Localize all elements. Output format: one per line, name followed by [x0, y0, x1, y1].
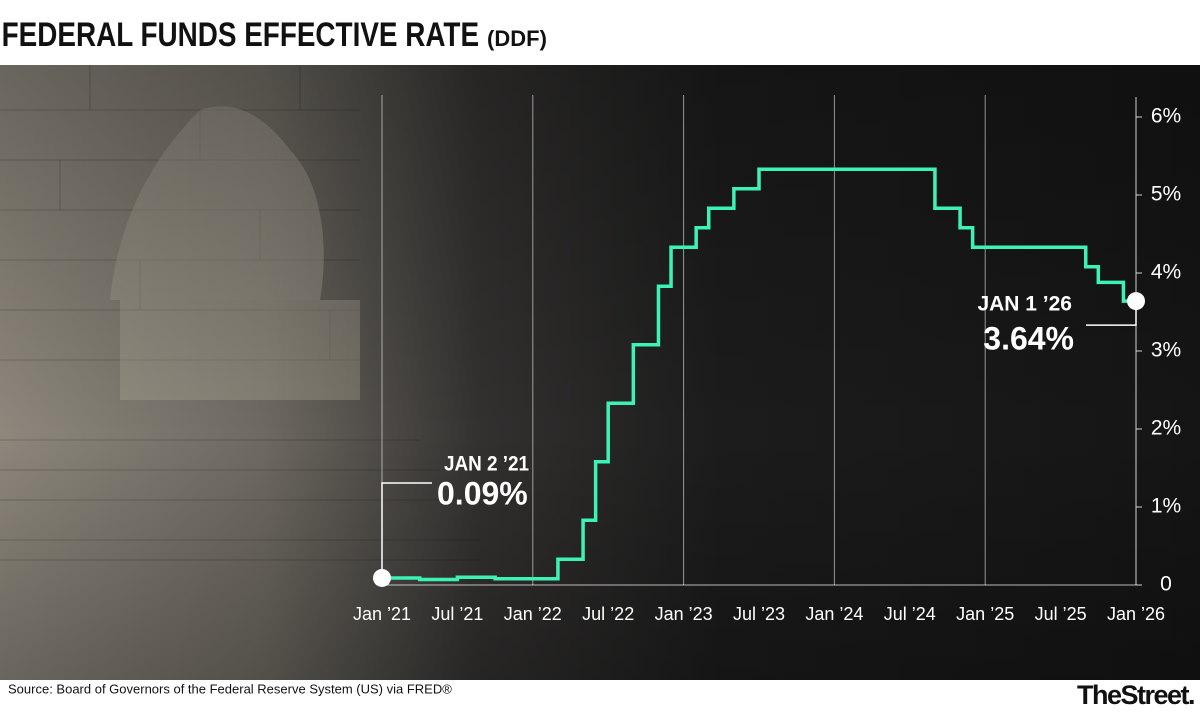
- annotation-value: 3.64%: [983, 321, 1074, 357]
- x-tick-label: Jul ’22: [582, 604, 634, 624]
- brand-logo: TheStreet.: [1077, 680, 1194, 710]
- y-tick-label: 6%: [1151, 105, 1181, 128]
- annotation-leader: [381, 482, 432, 578]
- y-tick-label: 0: [1160, 573, 1172, 596]
- x-tick-label: Jan ’26: [1107, 604, 1165, 624]
- x-tick-label: Jul ’21: [431, 604, 483, 624]
- x-tick-label: Jul ’25: [1035, 604, 1087, 624]
- source-note: Source: Board of Governors of the Federa…: [8, 681, 452, 696]
- chart-title: FEDERAL FUNDS EFFECTIVE RATE: [2, 15, 479, 53]
- y-tick-label: 4%: [1151, 261, 1181, 284]
- chart-subtitle: (DDF): [487, 26, 547, 51]
- annotation-date: JAN 1 ’26: [977, 293, 1072, 316]
- y-tick-label: 5%: [1151, 183, 1181, 206]
- x-tick-label: Jan ’21: [353, 604, 411, 624]
- y-tick-label: 2%: [1151, 417, 1181, 440]
- y-tick-label: 3%: [1151, 339, 1181, 362]
- y-tick-label: 1%: [1151, 495, 1181, 518]
- photo-shade: [0, 65, 1200, 680]
- annotation-value: 0.09%: [437, 475, 528, 511]
- annotation-date: JAN 2 ’21: [444, 453, 529, 476]
- annotation-dot: [1127, 292, 1145, 311]
- x-tick-label: Jan ’25: [956, 604, 1014, 624]
- annotation-dot: [373, 568, 391, 587]
- x-tick-label: Jul ’24: [884, 604, 936, 624]
- x-tick-label: Jul ’23: [733, 604, 785, 624]
- x-tick-label: Jan ’23: [655, 604, 713, 624]
- x-tick-label: Jan ’24: [805, 604, 863, 624]
- x-tick-label: Jan ’22: [504, 604, 562, 624]
- rate-line: [382, 167, 1136, 582]
